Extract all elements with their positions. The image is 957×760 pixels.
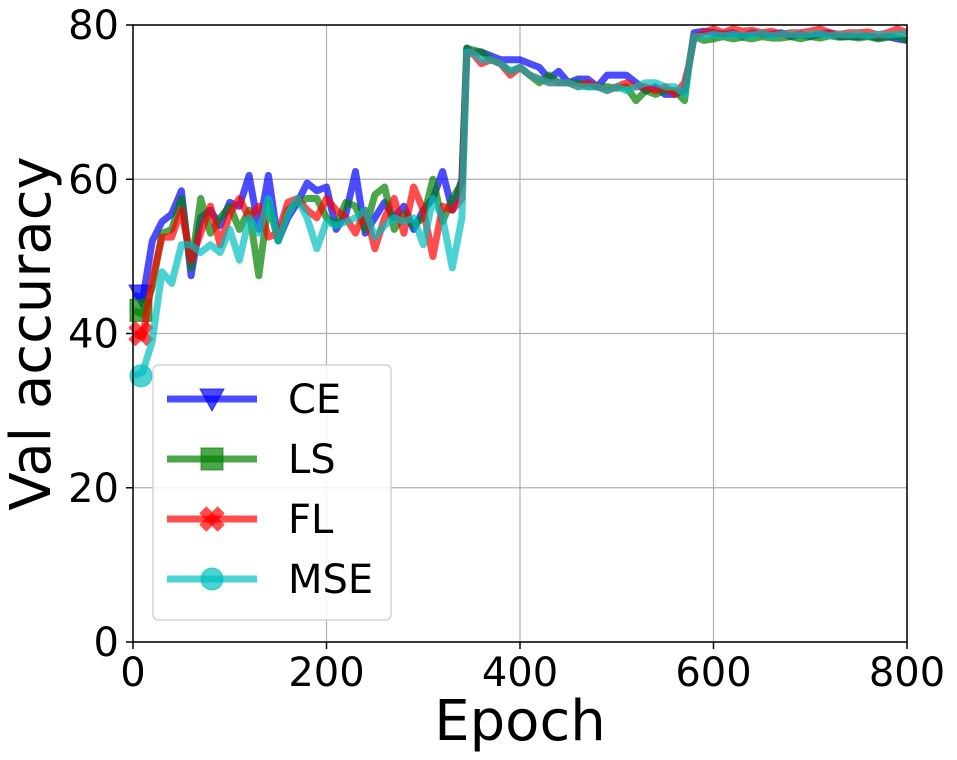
legend-item-ls: LS bbox=[167, 437, 336, 483]
x-tick-label: 0 bbox=[120, 650, 145, 696]
x-tick-label: 800 bbox=[869, 650, 945, 696]
legend-label-ce: CE bbox=[288, 377, 341, 423]
series-marker-fl bbox=[128, 320, 154, 347]
legend-marker-fl bbox=[199, 506, 225, 532]
y-tick-label: 60 bbox=[68, 157, 119, 203]
legend-label-mse: MSE bbox=[288, 557, 373, 603]
legend-label-ls: LS bbox=[288, 437, 336, 483]
y-tick-label: 0 bbox=[94, 620, 119, 666]
series-marker-mse bbox=[129, 364, 153, 388]
series-mse bbox=[129, 30, 908, 388]
legend-box bbox=[152, 364, 392, 621]
x-tick-label: 600 bbox=[675, 650, 751, 696]
legend-item-mse: MSE bbox=[167, 557, 373, 603]
series-line-mse bbox=[132, 30, 908, 380]
legend-item-fl: FL bbox=[167, 497, 334, 543]
y-tick-label: 40 bbox=[68, 312, 119, 358]
legend-marker-ce bbox=[199, 388, 225, 413]
series-layer bbox=[128, 25, 909, 388]
legend-marker-mse bbox=[200, 567, 224, 591]
legend-item-ce: CE bbox=[167, 377, 341, 423]
legend-label-fl: FL bbox=[288, 497, 334, 543]
y-tick-label: 80 bbox=[68, 3, 119, 49]
x-axis-title: Epoch bbox=[434, 689, 605, 754]
legend-marker-ls bbox=[200, 447, 224, 471]
y-axis-title: Val accuracy bbox=[0, 156, 64, 510]
series-marker-fl-bar bbox=[128, 320, 154, 347]
y-tick-label: 20 bbox=[68, 466, 119, 512]
x-tick-label: 200 bbox=[288, 650, 364, 696]
x-tick-label: 400 bbox=[482, 650, 558, 696]
ticks: 0 200 400 600 800 0 20 40 60 80 bbox=[68, 3, 945, 696]
legend-marker-fl-bar bbox=[199, 506, 225, 532]
legend: CE LS FL MSE bbox=[152, 364, 392, 621]
